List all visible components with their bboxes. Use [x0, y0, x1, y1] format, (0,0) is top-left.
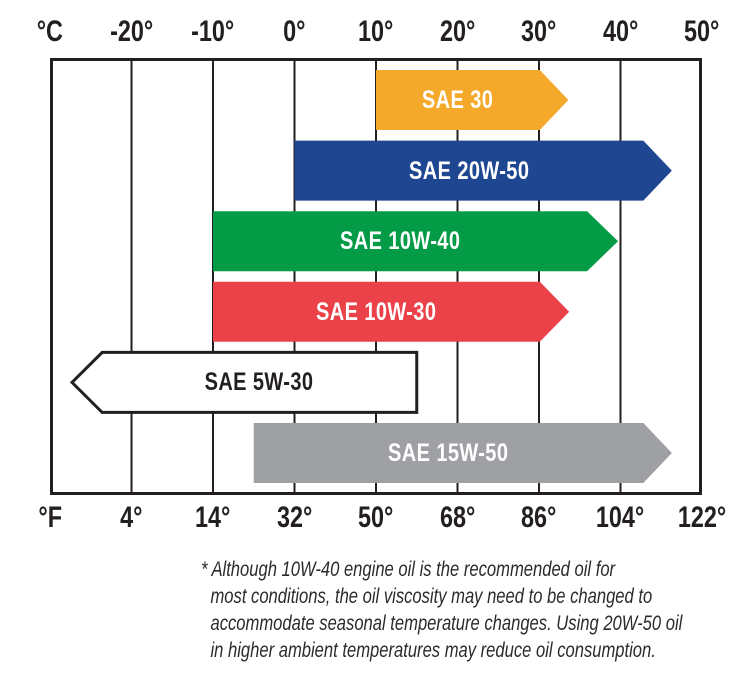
celsius-tick-10: 10°	[326, 16, 426, 48]
bar-label-text: SAE 10W-40	[339, 227, 461, 256]
fahrenheit-unit-text: °F	[38, 501, 62, 534]
bar-label-sae-10w-30: SAE 10W-30	[226, 282, 526, 342]
bar-label-text: SAE 20W-50	[408, 156, 530, 185]
fahrenheit-tick-4: 4°	[82, 502, 182, 534]
tick-text: 68°	[439, 501, 476, 534]
tick-text: 86°	[521, 501, 557, 534]
celsius-tick--20: -20°	[82, 16, 182, 48]
tick-text: -20°	[109, 15, 154, 48]
fahrenheit-axis-unit: °F	[0, 502, 100, 534]
celsius-tick-30: 30°	[489, 16, 589, 48]
celsius-tick--10: -10°	[163, 16, 263, 48]
footnote: * Although 10W-40 engine oil is the reco…	[201, 558, 683, 662]
bar-label-text: SAE 5W-30	[205, 368, 314, 397]
tick-text: 104°	[596, 501, 645, 534]
fahrenheit-tick-68: 68°	[408, 502, 508, 534]
tick-text: 14°	[195, 501, 231, 534]
celsius-tick-40: 40°	[571, 16, 671, 48]
chart-canvas	[50, 58, 702, 495]
bar-sae-10w-30	[213, 281, 570, 342]
bar-label-text: SAE 10W-30	[316, 297, 437, 326]
tick-text: 50°	[358, 501, 394, 534]
bar-label-text: SAE 15W-50	[388, 439, 509, 467]
plot-border	[50, 58, 702, 495]
celsius-unit-text: °C	[36, 15, 64, 48]
tick-text: 50°	[684, 15, 720, 48]
bar-sae-15w-50	[253, 423, 672, 483]
tick-text: 40°	[602, 15, 639, 48]
fahrenheit-tick-122: 122°	[652, 502, 750, 534]
tick-text: 20°	[439, 15, 476, 48]
fahrenheit-tick-32: 32°	[245, 502, 345, 534]
bar-sae-30	[376, 70, 569, 130]
bar-sae-10w-40	[213, 211, 619, 272]
tick-text: 0°	[283, 15, 306, 48]
tick-text: -10°	[191, 15, 235, 48]
bar-sae-20w-50	[294, 140, 672, 201]
tick-text: 10°	[358, 15, 394, 48]
plot-area: SAE 30 SAE 20W-50 SAE 10W-40 SAE 10W-30 SAE …	[50, 58, 702, 495]
bar-label-sae-15w-50: SAE 15W-50	[299, 423, 599, 483]
bar-label-sae-10w-40: SAE 10W-40	[250, 211, 550, 271]
tick-text: 30°	[521, 15, 557, 48]
tick-text: 4°	[120, 501, 143, 534]
fahrenheit-tick-50: 50°	[326, 502, 426, 534]
celsius-tick-20: 20°	[408, 16, 508, 48]
bar-sae-5w-30	[69, 350, 419, 414]
bar-label-sae-5w-30: SAE 5W-30	[109, 352, 409, 412]
celsius-tick-0: 0°	[245, 16, 345, 48]
bar-label-text: SAE 30	[422, 86, 494, 114]
bar-label-sae-20w-50: SAE 20W-50	[319, 141, 619, 201]
celsius-axis-unit: °C	[0, 16, 100, 48]
fahrenheit-tick-86: 86°	[489, 502, 589, 534]
bar-label-sae-30: SAE 30	[308, 70, 608, 130]
celsius-tick-50: 50°	[652, 16, 750, 48]
tick-text: 32°	[276, 501, 313, 534]
fahrenheit-tick-104: 104°	[571, 502, 671, 534]
tick-text: 122°	[677, 501, 727, 534]
fahrenheit-tick-14: 14°	[163, 502, 263, 534]
